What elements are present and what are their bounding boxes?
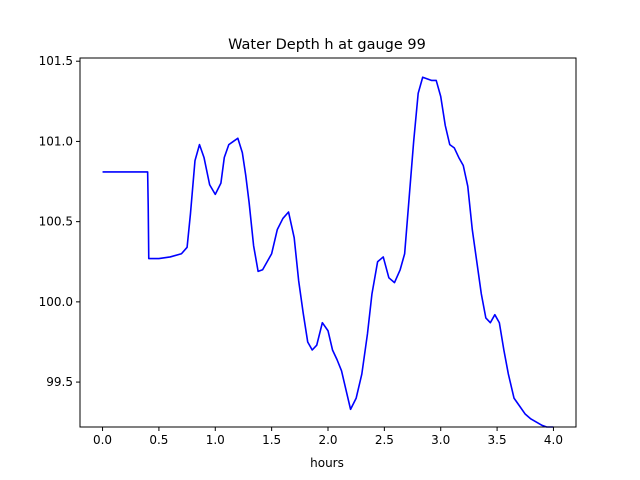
y-tick-label: 99.5 (46, 375, 73, 389)
y-tick-label: 101.0 (39, 134, 73, 148)
x-tick-label: 1.5 (262, 433, 281, 447)
y-axis: 99.5 100.0 100.5 101.0 101.5 (39, 54, 80, 389)
plot-area (102, 76, 554, 428)
chart-title: Water Depth h at gauge 99 (228, 37, 426, 53)
x-axis: 0.0 0.5 1.0 1.5 2.0 2.5 3.0 3.5 4.0 (93, 427, 563, 447)
x-axis-label: hours (310, 456, 344, 470)
y-tick-label: 100.5 (39, 215, 73, 229)
x-tick-label: 3.0 (431, 433, 450, 447)
x-tick-label: 4.0 (544, 433, 563, 447)
x-tick-label: 0.0 (93, 433, 112, 447)
y-tick-label: 100.0 (39, 295, 73, 309)
y-tick-label: 101.5 (39, 54, 73, 68)
x-tick-label: 0.5 (149, 433, 168, 447)
x-tick-label: 3.5 (488, 433, 507, 447)
x-tick-label: 2.5 (375, 433, 394, 447)
plot-frame (79, 57, 577, 428)
series-line-0 (102, 76, 554, 428)
x-tick-label: 1.0 (206, 433, 225, 447)
x-tick-label: 2.0 (318, 433, 337, 447)
